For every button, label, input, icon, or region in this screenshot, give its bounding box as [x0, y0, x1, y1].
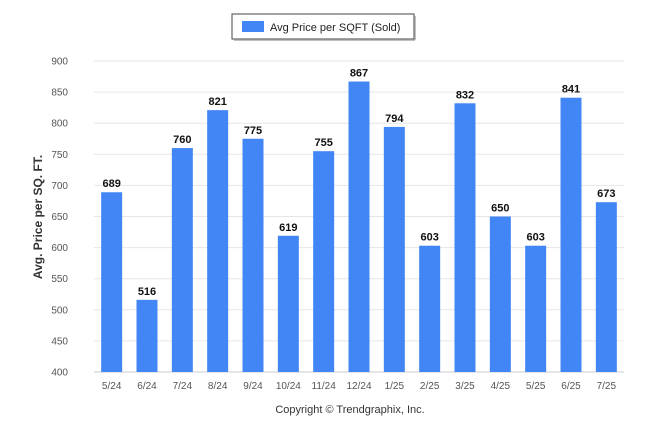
bar — [277, 235, 299, 372]
legend-swatch — [242, 21, 264, 32]
x-tick-label: 6/24 — [137, 381, 157, 392]
chart-legend: Avg Price per SQFT (Sold) — [231, 13, 416, 41]
x-tick-label: 5/24 — [102, 381, 122, 392]
data-label: 867 — [350, 68, 368, 80]
x-tick-label: 12/24 — [346, 381, 371, 392]
data-label: 794 — [385, 113, 404, 125]
bar — [242, 138, 264, 372]
bar — [101, 192, 123, 372]
y-axis-ticks: 400 450 500 550 600 650 700 750 800 850 900 — [51, 57, 68, 379]
bar — [560, 97, 582, 372]
y-tick-label: 450 — [51, 336, 68, 347]
bar — [313, 151, 335, 372]
x-tick-label: 7/25 — [597, 381, 617, 392]
data-label: 755 — [314, 137, 332, 149]
y-tick-label: 800 — [51, 119, 68, 130]
bar — [525, 245, 547, 372]
x-tick-label: 7/24 — [173, 381, 193, 392]
x-tick-label: 2/25 — [420, 381, 440, 392]
x-axis-ticks: 5/24 6/24 7/24 8/24 9/24 10/24 11/24 12/24 1/25 2… — [102, 381, 617, 392]
bars — [101, 81, 617, 373]
x-tick-label: 9/24 — [243, 381, 263, 392]
data-label: 821 — [208, 96, 226, 108]
data-label: 516 — [138, 286, 156, 298]
bar — [489, 216, 511, 372]
data-label: 832 — [456, 89, 474, 101]
bar — [595, 202, 617, 372]
x-tick-label: 11/24 — [312, 381, 337, 392]
data-label: 841 — [562, 84, 580, 96]
y-tick-label: 650 — [51, 212, 68, 223]
bar — [419, 245, 441, 372]
data-label: 689 — [102, 178, 120, 190]
data-label: 619 — [279, 222, 297, 234]
data-label: 650 — [491, 203, 509, 215]
x-tick-label: 8/24 — [208, 381, 228, 392]
bar — [207, 110, 229, 372]
x-tick-label: 5/25 — [526, 381, 546, 392]
y-tick-label: 900 — [51, 57, 68, 68]
y-tick-label: 400 — [51, 368, 68, 379]
bar — [348, 81, 370, 372]
data-label: 673 — [597, 188, 615, 200]
y-tick-label: 750 — [51, 150, 68, 161]
y-tick-label: 700 — [51, 181, 68, 192]
data-labels: 689 516 760 821 775 619 755 867 794 603 832 650 603 8… — [102, 68, 615, 298]
y-tick-label: 550 — [51, 274, 68, 285]
data-label: 760 — [173, 134, 191, 146]
x-tick-label: 3/25 — [455, 381, 475, 392]
x-tick-label: 6/25 — [561, 381, 581, 392]
y-axis-label: Avg. Price per SQ. FT. — [31, 155, 45, 279]
y-tick-label: 850 — [51, 88, 68, 99]
bar — [383, 126, 405, 372]
legend-entry: Avg Price per SQFT (Sold) — [270, 22, 400, 34]
x-tick-label: 10/24 — [276, 381, 301, 392]
bar — [171, 148, 193, 372]
data-label: 775 — [244, 125, 262, 137]
bar — [454, 103, 476, 373]
y-tick-label: 500 — [51, 305, 68, 316]
data-label: 603 — [526, 232, 544, 244]
x-tick-label: 4/25 — [491, 381, 511, 392]
bar — [136, 299, 158, 372]
x-tick-label: 1/25 — [385, 381, 405, 392]
y-tick-label: 600 — [51, 243, 68, 254]
data-label: 603 — [420, 232, 438, 244]
copyright-text: Copyright © Trendgraphix, Inc. — [275, 404, 424, 416]
